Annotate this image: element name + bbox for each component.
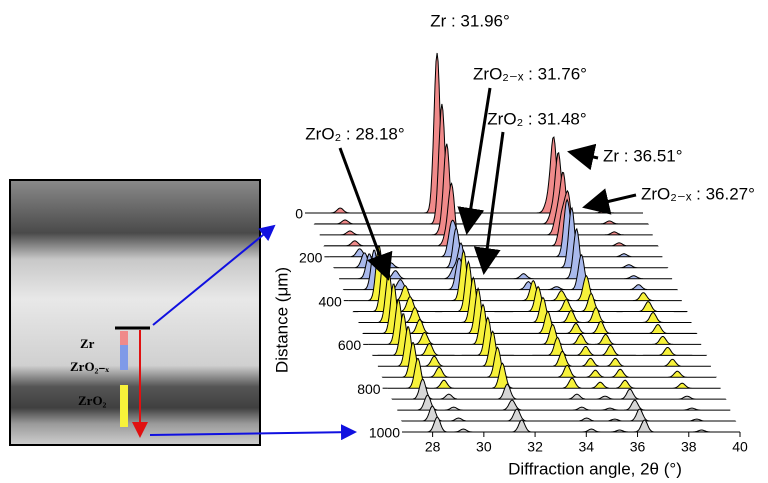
x-tick-label: 40 [732,439,748,455]
x-tick-label: 34 [579,439,595,455]
zro2-band [120,385,128,427]
peak-annotation: ZrO₂ : 28.18° [305,124,404,143]
z-tick-label: 400 [318,293,342,309]
annotation-arrow [484,132,503,272]
z-axis-label: Distance (μm) [272,267,291,373]
x-tick-label: 28 [425,439,441,455]
zro2x-band [120,345,128,370]
z-tick-label: 800 [357,381,381,397]
x-tick-label: 30 [476,439,492,455]
inset-label: Zr [80,336,95,351]
inset-label: ZrO₂ [78,393,107,408]
peak-annotation: Zr : 31.96° [430,11,510,30]
annotation-arrow [570,152,598,158]
inset-label: ZrO₂₋ₓ [70,359,109,374]
figure: Zr ZrO₂₋ₓ ZrO₂ Diffraction angle, 2θ (°)… [0,0,768,483]
z-tick-label: 200 [299,250,323,266]
micrograph [10,180,260,445]
peak-annotation: ZrO₂ : 31.48° [487,109,586,128]
peak-annotation: ZrO₂₋ₓ : 36.27° [641,184,755,203]
x-tick-label: 36 [630,439,646,455]
trace [315,104,648,224]
z-tick-label: 600 [338,337,362,353]
x-axis-label: Diffraction angle, 2θ (°) [508,459,682,478]
z-tick-label: 1000 [369,425,400,441]
x-tick-label: 38 [681,439,697,455]
inset: Zr ZrO₂₋ₓ ZrO₂ [10,180,355,445]
zr-band [120,331,128,345]
peak-annotation: Zr : 36.51° [603,146,683,165]
z-tick-label: 0 [295,206,303,222]
peak-annotation: ZrO₂₋ₓ : 31.76° [473,64,587,83]
annotation-arrow [585,195,636,207]
x-tick-label: 32 [527,439,543,455]
